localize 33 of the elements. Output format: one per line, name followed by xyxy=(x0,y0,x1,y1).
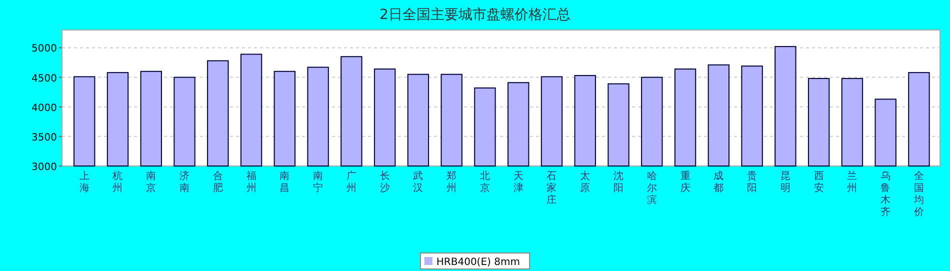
x-tick-label: 石家庄 xyxy=(546,171,557,206)
x-tick-label: 广州 xyxy=(346,170,356,194)
x-tick-label: 北京 xyxy=(480,170,490,194)
y-tick-label: 4500 xyxy=(32,73,57,84)
x-tick-label: 兰州 xyxy=(847,170,858,194)
x-tick-label: 南昌 xyxy=(280,170,290,194)
x-tick-label: 济南 xyxy=(180,170,190,194)
x-tick-label: 杭州 xyxy=(112,170,123,194)
x-tick-label: 乌鲁木齐 xyxy=(880,170,891,218)
x-tick-label: 长沙 xyxy=(380,170,390,194)
x-tick-label: 贵阳 xyxy=(747,170,758,194)
y-tick-label: 5000 xyxy=(32,44,57,55)
y-tick-label: 3500 xyxy=(32,132,57,144)
x-tick-label: 西安 xyxy=(814,171,824,194)
legend-label: HRB400(E) 8mm xyxy=(436,257,520,268)
x-tick-label: 南宁 xyxy=(313,170,324,194)
x-tick-label: 重庆 xyxy=(680,170,690,194)
chart-title: 2日全国主要城市盘螺价格汇总 xyxy=(380,7,570,23)
x-tick-label: 南京 xyxy=(146,170,156,194)
x-tick-label: 合肥 xyxy=(212,170,223,194)
x-tick-label: 昆明 xyxy=(780,171,790,194)
x-tick-label: 全国均价 xyxy=(912,170,924,218)
x-tick-label: 太原 xyxy=(580,170,590,194)
x-tick-label: 天津 xyxy=(513,171,524,194)
x-tick-label: 沈阳 xyxy=(614,170,624,194)
x-tick-label: 成都 xyxy=(714,170,724,194)
y-tick-label: 4000 xyxy=(32,102,57,114)
x-tick-label: 福州 xyxy=(246,170,256,194)
x-tick-label: 武汉 xyxy=(413,170,424,194)
x-tick-label: 哈尔滨 xyxy=(646,170,657,206)
x-tick-label: 上海 xyxy=(79,170,90,194)
x-tick-label: 郑州 xyxy=(446,170,457,194)
y-tick-label: 3000 xyxy=(32,162,57,173)
